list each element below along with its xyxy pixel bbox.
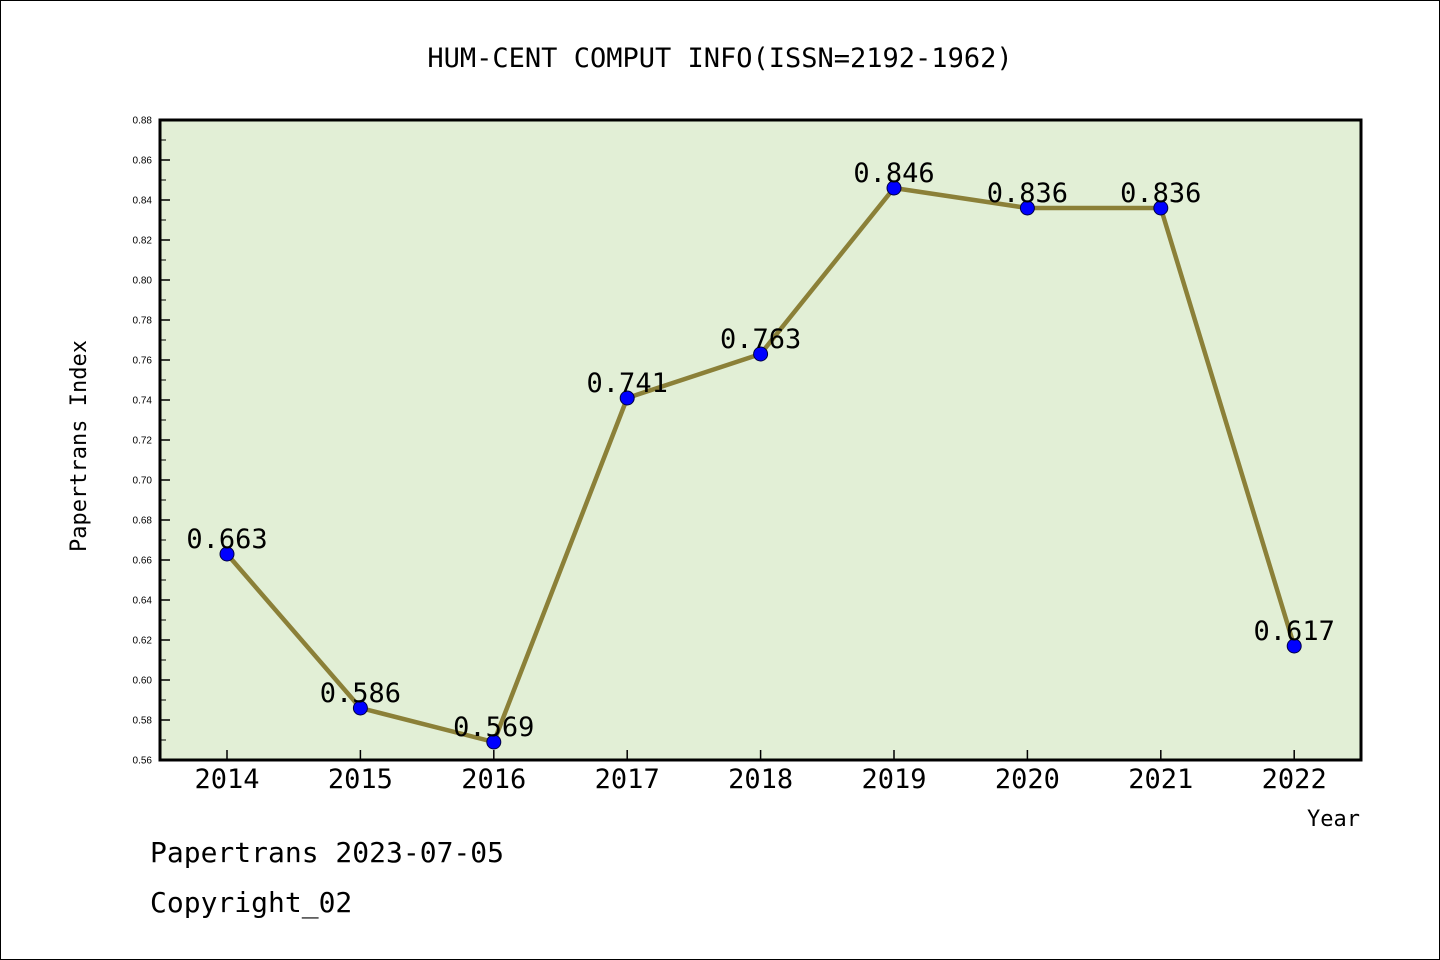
x-tick-label: 2020: [995, 764, 1060, 795]
x-tick-label: 2015: [328, 764, 393, 795]
x-tick-label: 2022: [1262, 764, 1327, 795]
y-tick-label: 0.66: [133, 556, 153, 567]
x-axis-ticks: 2014 2015 2016 2017 2018 2019 2020 2021 2022: [194, 750, 1327, 795]
y-tick-label: 0.88: [133, 116, 153, 127]
y-tick-label: 0.84: [133, 196, 153, 207]
x-tick-label: 2019: [861, 764, 926, 795]
y-tick-label: 0.80: [133, 276, 153, 287]
plot-area: [158, 118, 1363, 762]
footer-source-date: Papertrans 2023-07-05: [150, 836, 505, 869]
y-tick-label: 0.74: [133, 396, 153, 407]
x-tick-label: 2018: [728, 764, 793, 795]
y-tick-label: 0.64: [133, 596, 153, 607]
data-label: 0.836: [987, 178, 1068, 209]
data-label: 0.663: [186, 524, 267, 555]
data-label: 0.836: [1120, 178, 1201, 209]
x-tick-label: 2014: [194, 764, 259, 795]
x-tick-label: 2017: [595, 764, 660, 795]
y-tick-label: 0.86: [133, 156, 153, 167]
data-point-marker: [886, 180, 902, 196]
data-point-marker: [753, 346, 769, 362]
data-label: 0.763: [720, 324, 801, 355]
y-tick-label: 0.62: [133, 636, 153, 647]
data-label: 0.846: [853, 158, 934, 189]
y-tick-label: 0.78: [133, 316, 153, 327]
data-point-marker: [1286, 638, 1302, 654]
y-tick-label: 0.58: [133, 716, 153, 727]
y-tick-label: 0.72: [133, 436, 153, 447]
y-tick-label: 0.76: [133, 356, 153, 367]
y-tick-label: 0.82: [133, 236, 153, 247]
data-label: 0.569: [453, 712, 534, 743]
data-point-marker: [1153, 200, 1169, 216]
y-tick-label: 0.70: [133, 476, 153, 487]
data-point-marker: [1019, 200, 1035, 216]
data-label: 0.586: [320, 678, 401, 709]
data-point-marker: [619, 390, 635, 406]
data-labels-layer: 0.663 0.586 0.569 0.741 0.763 0.846 0.836 0.836…: [186, 158, 1334, 743]
y-axis-ticks: 0.56 0.58 0.60 0.62 0.64 0.66 0.68 0.70 0.72 0.74…: [133, 116, 170, 767]
data-point-marker: [352, 700, 368, 716]
x-tick-label: 2016: [461, 764, 526, 795]
data-point-marker: [486, 734, 502, 750]
x-axis-label: Year: [1307, 807, 1360, 832]
data-label: 0.741: [587, 368, 668, 399]
y-tick-label: 0.60: [133, 676, 153, 687]
x-tick-label: 2021: [1128, 764, 1193, 795]
y-tick-label: 0.56: [133, 756, 153, 767]
footer-copyright: Copyright_02: [150, 886, 353, 919]
data-point-marker: [219, 546, 235, 562]
chart-title: HUM-CENT COMPUT INFO(ISSN=2192-1962): [427, 43, 1012, 74]
data-label: 0.617: [1254, 616, 1335, 647]
series-layer: [219, 180, 1302, 750]
y-tick-label: 0.68: [133, 516, 153, 527]
y-axis-label: Papertrans Index: [67, 340, 92, 552]
